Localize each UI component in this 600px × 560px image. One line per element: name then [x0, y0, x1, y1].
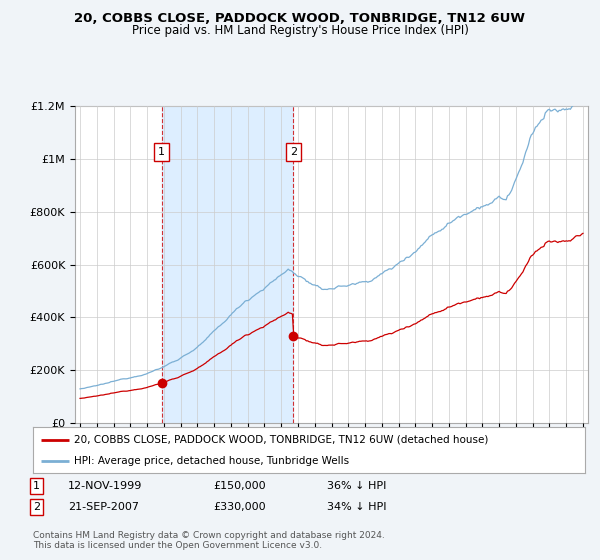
Text: 21-SEP-2007: 21-SEP-2007 — [68, 502, 139, 512]
Text: HPI: Average price, detached house, Tunbridge Wells: HPI: Average price, detached house, Tunb… — [74, 456, 350, 466]
Text: 36% ↓ HPI: 36% ↓ HPI — [327, 481, 386, 491]
Text: £150,000: £150,000 — [213, 481, 266, 491]
Text: £330,000: £330,000 — [213, 502, 266, 512]
Text: 2: 2 — [33, 502, 40, 512]
Text: 20, COBBS CLOSE, PADDOCK WOOD, TONBRIDGE, TN12 6UW: 20, COBBS CLOSE, PADDOCK WOOD, TONBRIDGE… — [74, 12, 526, 25]
Text: 20, COBBS CLOSE, PADDOCK WOOD, TONBRIDGE, TN12 6UW (detached house): 20, COBBS CLOSE, PADDOCK WOOD, TONBRIDGE… — [74, 435, 489, 445]
Text: 1: 1 — [33, 481, 40, 491]
Text: 34% ↓ HPI: 34% ↓ HPI — [327, 502, 386, 512]
Text: 1: 1 — [158, 147, 165, 157]
Text: 12-NOV-1999: 12-NOV-1999 — [68, 481, 142, 491]
Bar — [161, 106, 293, 423]
Text: Contains HM Land Registry data © Crown copyright and database right 2024.
This d: Contains HM Land Registry data © Crown c… — [33, 531, 385, 550]
Text: Price paid vs. HM Land Registry's House Price Index (HPI): Price paid vs. HM Land Registry's House … — [131, 24, 469, 36]
Text: 2: 2 — [290, 147, 297, 157]
